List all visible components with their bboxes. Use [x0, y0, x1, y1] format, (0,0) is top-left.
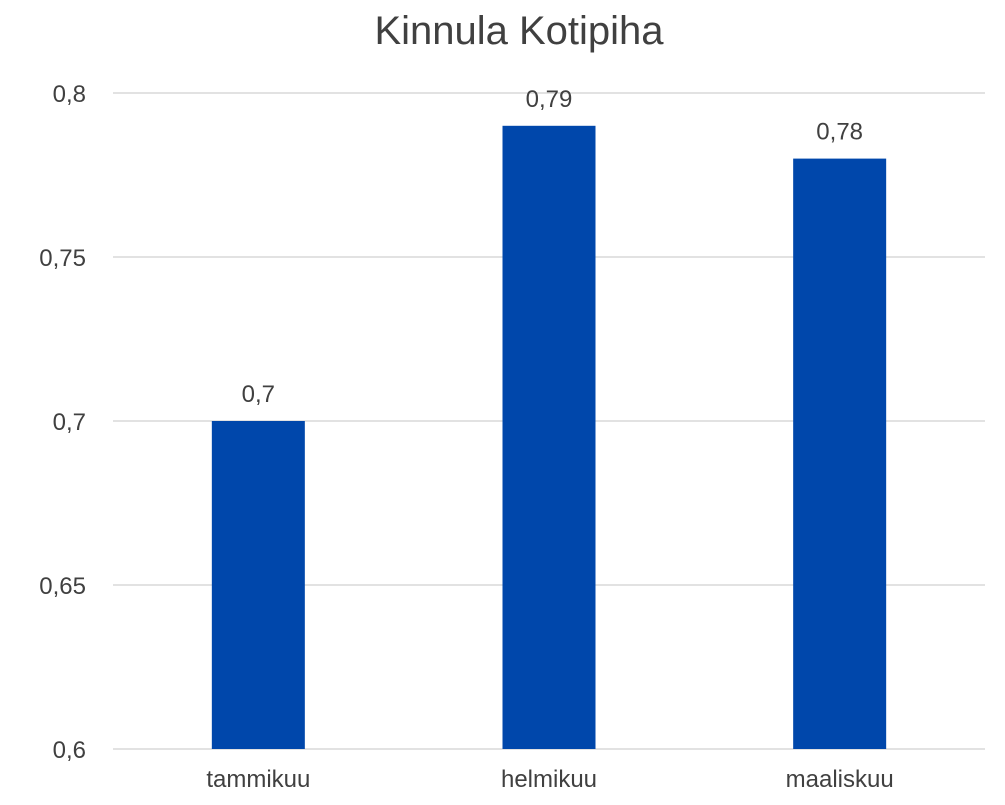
bar-tammikuu [211, 421, 305, 749]
data-labels: 0,7 0,79 0,78 [242, 86, 863, 408]
y-tick-label: 0,8 [53, 81, 86, 108]
x-tick-label-helmikuu: helmikuu [501, 766, 597, 793]
bar-maaliskuu [793, 158, 887, 750]
bars [211, 125, 887, 750]
y-axis-tick-labels: 0,6 0,65 0,7 0,75 0,8 [39, 81, 86, 764]
x-tick-label-maaliskuu: maaliskuu [786, 766, 894, 793]
x-tick-label-tammikuu: tammikuu [206, 766, 310, 793]
bar-helmikuu [502, 125, 596, 750]
y-tick-label: 0,75 [39, 245, 86, 272]
x-axis-tick-labels: tammikuu helmikuu maaliskuu [206, 766, 893, 793]
y-tick-label: 0,7 [53, 409, 86, 436]
chart-title: Kinnula Kotipiha [374, 9, 664, 53]
y-tick-label: 0,6 [53, 737, 86, 764]
data-label-helmikuu: 0,79 [526, 86, 573, 113]
data-label-maaliskuu: 0,78 [816, 119, 863, 146]
data-label-tammikuu: 0,7 [242, 381, 275, 408]
y-tick-label: 0,65 [39, 573, 86, 600]
